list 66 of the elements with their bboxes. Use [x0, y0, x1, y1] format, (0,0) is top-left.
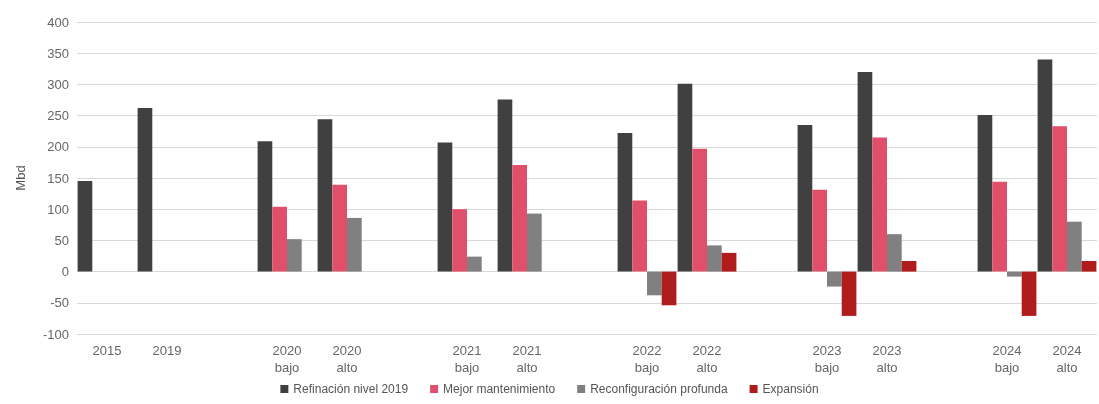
- x-tick-label: 2021 alto: [512, 343, 542, 375]
- y-tick-label: 100: [47, 201, 69, 217]
- bar: [692, 148, 707, 272]
- x-tick-label: 2021 bajo: [452, 343, 482, 375]
- bar: [992, 181, 1007, 272]
- y-tick-label: 250: [47, 108, 69, 124]
- bar: [257, 141, 273, 272]
- bar: [857, 71, 873, 272]
- bar: [467, 256, 482, 272]
- bar: [272, 206, 287, 272]
- bar: [901, 260, 917, 272]
- bar: [497, 99, 513, 272]
- bar: [512, 164, 527, 272]
- bar: [617, 133, 633, 272]
- bar: [332, 184, 347, 272]
- bar: [721, 252, 737, 272]
- bar: [1067, 221, 1082, 272]
- bar: [1037, 59, 1053, 272]
- bar: [452, 209, 467, 272]
- bar: [887, 234, 902, 272]
- x-tick-label: 2020 alto: [332, 343, 362, 375]
- bar: [1021, 271, 1037, 316]
- bar: [677, 83, 693, 272]
- y-axis-title: Mbd: [13, 165, 28, 191]
- bar: [812, 189, 827, 272]
- y-tick-label: 0: [61, 264, 69, 280]
- bar: [827, 271, 842, 287]
- y-tick-label: 300: [47, 76, 69, 92]
- bar: [347, 217, 362, 272]
- bar: [527, 213, 542, 272]
- bar: [437, 142, 453, 272]
- y-tick-label: 150: [47, 170, 69, 186]
- y-tick-label: -100: [42, 326, 69, 342]
- bar: [1007, 271, 1022, 277]
- y-tick-label: 200: [47, 139, 69, 155]
- bar: [707, 245, 722, 272]
- bar: [647, 271, 662, 296]
- x-tick-label: 2024 alto: [1052, 343, 1082, 375]
- bar: [841, 271, 857, 316]
- x-tick-label: 2022 bajo: [632, 343, 662, 375]
- x-tick-label: 2024 bajo: [992, 343, 1022, 375]
- x-tick-label: 2023 bajo: [812, 343, 842, 375]
- bar: [797, 124, 813, 272]
- bar: [317, 119, 333, 272]
- y-tick-label: -50: [50, 295, 69, 311]
- x-tick-label: 2020 bajo: [272, 343, 302, 375]
- bar: [137, 108, 153, 272]
- x-tick-label: 2015: [92, 343, 122, 358]
- legend-label: Refinación nivel 2019: [293, 382, 409, 396]
- legend-label: Mejor mantenimiento: [443, 382, 556, 396]
- y-tick-label: 350: [47, 45, 69, 61]
- bar: [77, 181, 93, 272]
- y-tick-label: 400: [47, 14, 69, 30]
- bar: [287, 239, 302, 272]
- x-tick-label: 2023 alto: [872, 343, 902, 375]
- legend-label: Reconfiguración profunda: [590, 382, 728, 396]
- x-tick-label: 2019: [152, 343, 182, 358]
- bar: [632, 200, 647, 272]
- bar: [872, 137, 887, 272]
- bar: [1052, 126, 1067, 272]
- bar: [977, 114, 993, 272]
- x-tick-label: 2022 alto: [692, 343, 722, 375]
- bar: [661, 271, 677, 306]
- bar: [1081, 260, 1097, 272]
- y-tick-label: 50: [54, 232, 69, 248]
- legend-label: Expansión: [762, 382, 819, 396]
